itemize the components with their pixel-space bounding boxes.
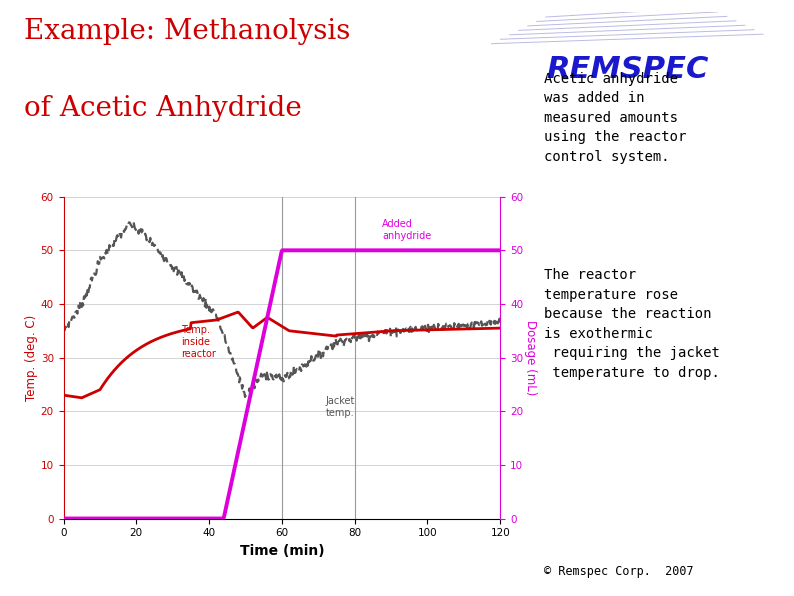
Text: © Remspec Corp.  2007: © Remspec Corp. 2007 [544,565,693,578]
X-axis label: Time (min): Time (min) [240,544,324,558]
Y-axis label: Temp. (deg. C): Temp. (deg. C) [25,315,38,401]
Text: REMSPEC: REMSPEC [546,55,708,83]
Text: Temp.
inside
reactor: Temp. inside reactor [182,325,216,359]
Text: Example: Methanolysis: Example: Methanolysis [24,18,350,45]
Text: Added
anhydride: Added anhydride [383,219,432,241]
Text: Acetic anhydride
was added in
measured amounts
using the reactor
control system.: Acetic anhydride was added in measured a… [544,72,686,163]
Y-axis label: Dosage (mL): Dosage (mL) [524,320,537,395]
Text: Jacket
temp.: Jacket temp. [326,396,355,418]
Text: The reactor
temperature rose
because the reaction
is exothermic
 requiring the j: The reactor temperature rose because the… [544,268,720,380]
Text: of Acetic Anhydride: of Acetic Anhydride [24,95,302,122]
